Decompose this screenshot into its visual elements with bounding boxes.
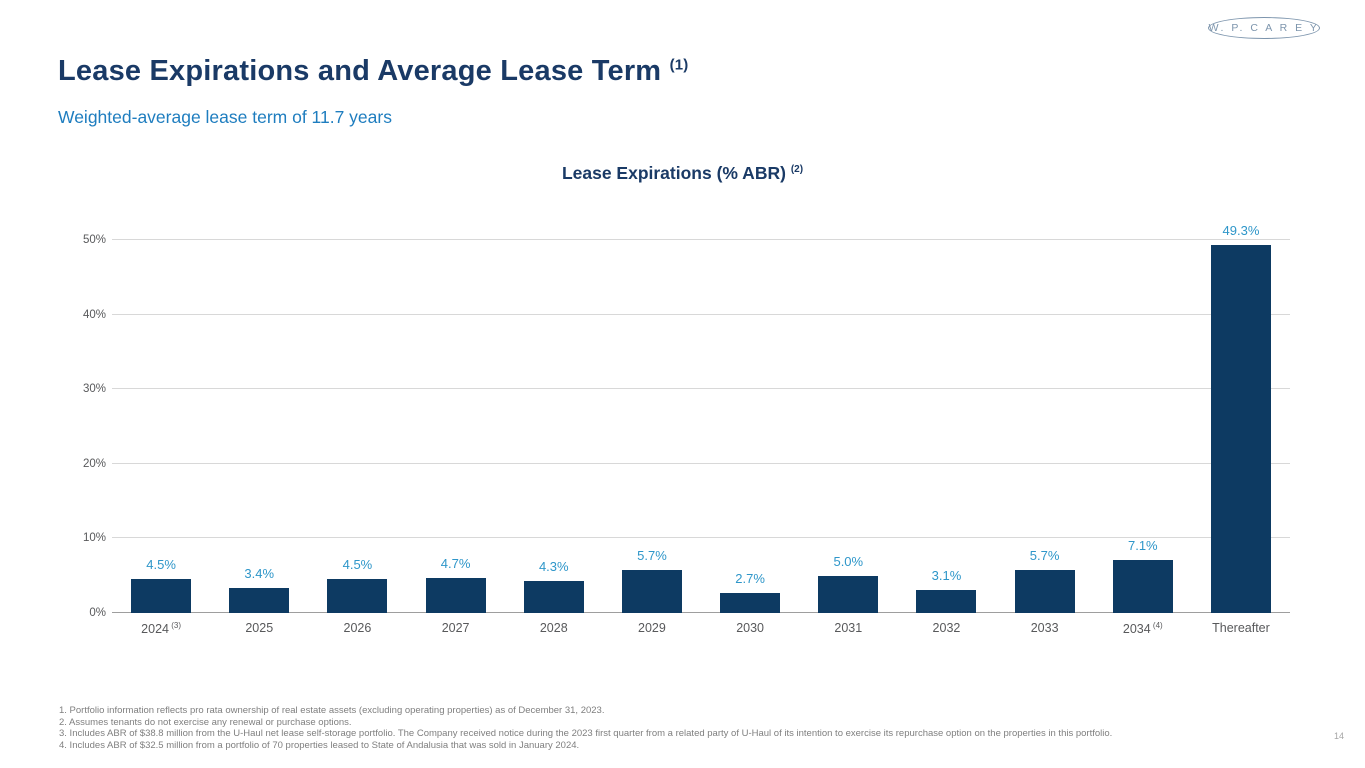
bar-2028 (523, 580, 584, 613)
y-axis-tick-40%: 40% (82, 308, 106, 321)
value-label-2031: 5.0% (833, 553, 864, 569)
page-title-text: Lease Expirations and Average Lease Term (58, 55, 662, 87)
value-label-2025: 3.4% (244, 565, 275, 581)
gridline-10% (112, 537, 1290, 539)
logo-text: W. P. C A R E Y (1208, 22, 1320, 34)
bar-2034 (1112, 560, 1173, 613)
y-axis-tick-0%: 0% (89, 607, 106, 619)
value-label-2030: 2.7% (735, 570, 765, 586)
value-label-thereafter: 49.3% (1222, 223, 1260, 239)
footnote-4: 4. Includes ABR of $32.5 million from a … (59, 739, 580, 751)
chart-column-thereafter: 49.3% Thereafter (1192, 223, 1290, 635)
page-subtitle: Weighted-average lease term of 11.7 year… (58, 107, 392, 127)
value-label-2029: 5.7% (637, 548, 667, 564)
bar-2027 (425, 577, 486, 613)
gridline-0% (112, 612, 1290, 613)
page-number: 14 (1333, 731, 1344, 741)
x-axis-label-2034: 2034 (4) (1122, 621, 1163, 637)
wp-carey-logo: W. P. C A R E Y (1208, 17, 1320, 39)
bar-slots: 4.5% 2024 (3) 3.4% 2025 4.5% 2026 4.7% 2027 4.3%… (112, 223, 1290, 636)
bar-2033 (1014, 570, 1075, 613)
bar-2032 (916, 589, 977, 613)
chart-column-2031: 5.0% 2031 (799, 240, 897, 635)
x-axis-label-2025: 2025 (245, 621, 274, 635)
value-label-2034: 7.1% (1127, 538, 1158, 554)
chart-column-2034: 7.1% 2034 (4) (1094, 240, 1192, 636)
bar-chart: 0% 10% 20% 30% 40% 50% 4.5% 2024 (3) 3.4% 2025 4.… (83, 223, 1290, 636)
y-axis-tick-20%: 20% (82, 457, 106, 470)
x-axis-label-2029: 2029 (638, 621, 666, 635)
y-axis-tick-10%: 10% (82, 532, 106, 545)
gridline-30% (112, 388, 1290, 390)
x-axis-footnote-ref: (4) (1150, 621, 1163, 630)
x-axis-label-2033: 2033 (1030, 621, 1059, 635)
gridline-40% (112, 313, 1290, 315)
value-label-2032: 3.1% (931, 567, 962, 583)
bar-2026 (327, 579, 388, 613)
value-label-2024: 4.5% (146, 557, 176, 573)
chart-column-2027: 4.7% 2027 (407, 240, 505, 635)
value-label-2028: 4.3% (538, 558, 569, 574)
bar-2029 (621, 570, 682, 613)
chart-column-2025: 3.4% 2025 (210, 240, 308, 635)
chart-column-2029: 5.7% 2029 (603, 240, 701, 635)
x-axis-label-2024: 2024 (3) (141, 621, 181, 637)
chart-column-2024: 4.5% 2024 (3) (112, 240, 210, 636)
bar-thereafter (1210, 245, 1271, 613)
gridline-20% (112, 462, 1290, 464)
y-axis-tick-30%: 30% (82, 383, 106, 396)
page-title: Lease Expirations and Average Lease Term… (58, 55, 689, 88)
x-axis-label-2032: 2032 (932, 621, 961, 635)
x-axis-label-thereafter: Thereafter (1212, 621, 1270, 635)
chart-column-2028: 4.3% 2028 (505, 240, 603, 635)
value-label-2026: 4.5% (342, 557, 373, 573)
x-axis-label-2028: 2028 (539, 621, 568, 635)
chart-column-2033: 5.7% 2033 (996, 240, 1094, 635)
gridline-50% (112, 239, 1290, 240)
page-title-footnote-ref: (1) (669, 56, 689, 74)
y-axis-tick-50%: 50% (82, 234, 106, 246)
x-axis-label-2026: 2026 (343, 621, 372, 635)
chart-title-footnote-ref: (2) (790, 164, 804, 176)
bar-2024 (131, 579, 192, 613)
chart-column-2032: 3.1% 2032 (897, 240, 995, 635)
footnote-1: 1. Portfolio information reflects pro ra… (59, 705, 605, 716)
footnote-3: 3. Includes ABR of $38.8 million from th… (59, 728, 1113, 740)
chart-column-2026: 4.5% 2026 (308, 240, 406, 635)
chart-column-2030: 2.7% 2030 (701, 240, 799, 635)
chart-title: Lease Expirations (% ABR) (2) (0, 163, 1365, 184)
x-axis-label-2027: 2027 (441, 621, 470, 635)
footnotes: 1. Portfolio information reflects pro ra… (59, 705, 1299, 751)
x-axis-label-2030: 2030 (736, 621, 765, 635)
value-label-2033: 5.7% (1029, 548, 1060, 564)
footnote-2: 2. Assumes tenants do not exercise any r… (59, 716, 352, 728)
bar-2030 (720, 592, 781, 613)
x-axis-label-2031: 2031 (834, 621, 863, 635)
value-label-2027: 4.7% (440, 555, 471, 571)
bar-2031 (818, 575, 879, 613)
chart-title-text: Lease Expirations (% ABR) (561, 163, 786, 183)
x-axis-footnote-ref: (3) (168, 621, 181, 630)
bar-2025 (229, 587, 290, 613)
